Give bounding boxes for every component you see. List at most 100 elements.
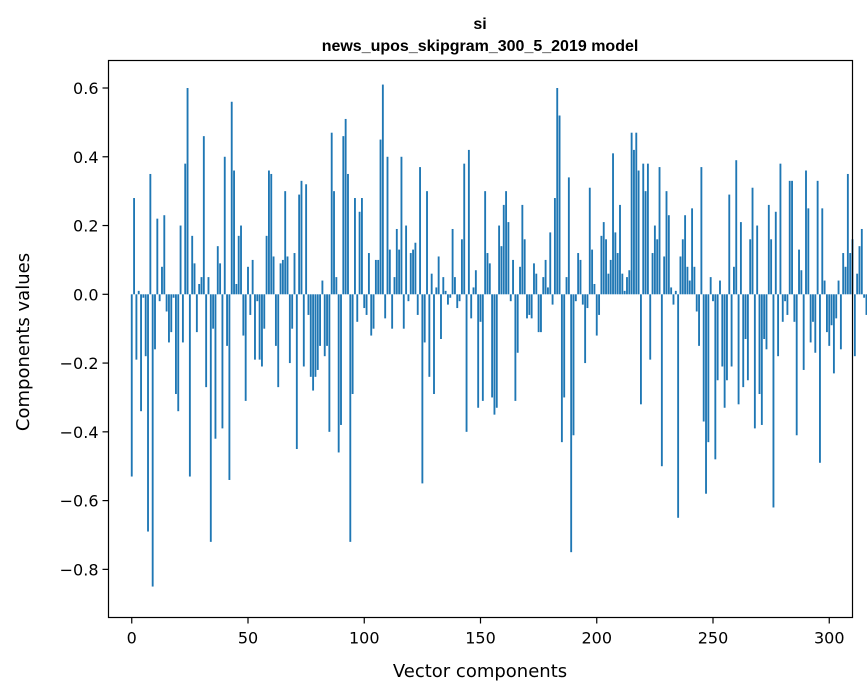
bar-146 — [470, 294, 473, 319]
bar-113 — [393, 277, 396, 295]
bar-175 — [537, 294, 540, 333]
bar-137 — [449, 294, 452, 298]
bar-300 — [828, 294, 831, 346]
bar-105 — [374, 259, 377, 295]
bar-65 — [281, 259, 284, 295]
bar-61 — [272, 256, 275, 295]
bar-7 — [147, 294, 149, 532]
bar-95 — [351, 294, 354, 395]
bar-289 — [802, 294, 805, 370]
bar-303 — [835, 294, 838, 319]
bar-270 — [758, 294, 761, 395]
bar-229 — [663, 256, 666, 295]
bar-154 — [488, 263, 491, 295]
bar-232 — [670, 287, 673, 295]
bar-58 — [265, 235, 268, 295]
bar-195 — [584, 294, 587, 364]
y-tick-label: 0.4 — [73, 148, 98, 167]
bar-254 — [721, 294, 724, 367]
bar-216 — [633, 149, 635, 295]
bar-98 — [358, 211, 361, 295]
bar-120 — [409, 253, 412, 295]
bar-277 — [774, 211, 777, 295]
bar-274 — [767, 204, 770, 295]
bar-275 — [770, 239, 773, 295]
bar-205 — [607, 273, 610, 295]
bar-106 — [377, 259, 380, 295]
bar-116 — [400, 156, 403, 295]
bar-102 — [367, 253, 370, 295]
bar-305 — [839, 294, 842, 350]
bar-36 — [214, 294, 217, 439]
bar-316 — [865, 294, 867, 315]
bar-114 — [395, 228, 398, 295]
bar-54 — [256, 294, 259, 302]
bar-241 — [691, 208, 694, 295]
bar-151 — [481, 294, 484, 401]
bar-108 — [381, 84, 384, 295]
bar-214 — [628, 270, 631, 295]
y-tick-label: −0.8 — [60, 560, 99, 579]
y-tick-label: 0.6 — [73, 79, 98, 98]
bar-278 — [777, 294, 780, 357]
bar-211 — [621, 273, 624, 295]
bar-169 — [523, 239, 526, 295]
x-tick-label: 300 — [814, 629, 845, 648]
bar-213 — [626, 277, 628, 295]
bar-53 — [254, 294, 256, 360]
bar-43 — [230, 101, 233, 295]
bar-111 — [388, 249, 391, 295]
bar-202 — [600, 235, 603, 295]
bar-167 — [519, 266, 521, 295]
bar-6 — [144, 294, 147, 357]
bar-291 — [807, 208, 810, 295]
bar-308 — [846, 173, 849, 295]
bar-218 — [637, 170, 640, 295]
bar-3 — [137, 290, 140, 295]
bar-299 — [826, 294, 828, 333]
bar-56 — [261, 294, 263, 367]
bar-13 — [161, 266, 163, 295]
bar-233 — [672, 294, 675, 305]
bar-189 — [570, 294, 573, 553]
bar-190 — [572, 294, 575, 436]
bar-5 — [142, 294, 145, 298]
bar-101 — [365, 294, 368, 315]
bar-55 — [258, 294, 261, 360]
bar-4 — [140, 294, 142, 412]
bar-203 — [602, 222, 605, 295]
bar-263 — [742, 294, 745, 388]
bar-112 — [391, 294, 394, 329]
bar-27 — [193, 263, 196, 295]
bar-48 — [242, 294, 245, 336]
bar-63 — [277, 294, 280, 388]
bar-171 — [528, 294, 531, 315]
bar-80 — [316, 294, 319, 370]
bar-46 — [237, 235, 240, 295]
bar-281 — [784, 294, 787, 302]
bar-147 — [472, 287, 475, 295]
bar-123 — [416, 294, 419, 315]
bar-138 — [451, 228, 454, 295]
bar-174 — [535, 273, 538, 295]
bar-132 — [437, 256, 440, 295]
y-tick-label: −0.2 — [60, 354, 99, 373]
bar-267 — [751, 187, 754, 295]
bar-260 — [735, 160, 738, 295]
bar-149 — [477, 294, 480, 408]
bar-39 — [221, 294, 224, 429]
bar-243 — [695, 294, 698, 312]
bar-26 — [191, 235, 194, 295]
y-tick-label: 0.2 — [73, 217, 98, 236]
bar-86 — [330, 132, 333, 295]
bar-94 — [349, 294, 352, 542]
bar-199 — [593, 283, 596, 295]
bar-245 — [700, 167, 703, 295]
bar-187 — [565, 277, 568, 295]
bar-298 — [823, 280, 826, 295]
bar-184 — [558, 115, 561, 295]
bar-42 — [228, 294, 231, 480]
bar-284 — [791, 180, 793, 295]
bar-258 — [730, 294, 733, 367]
bar-249 — [709, 277, 712, 295]
